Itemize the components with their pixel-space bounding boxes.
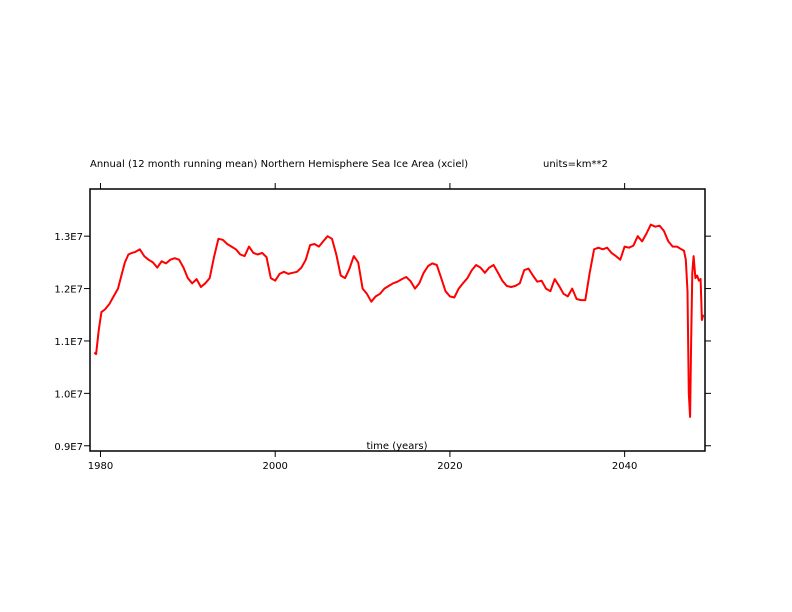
y-tick-label: 0.9E7	[54, 442, 83, 453]
x-tick-label: 2040	[612, 461, 637, 472]
chart-title: Annual (12 month running mean) Northern …	[90, 159, 468, 170]
y-tick-label: 1.3E7	[54, 232, 83, 243]
axes: 1980 2000 2020 2040 0.9E7 1.0E7 1.1E7 1.2E7 1.3E…	[54, 183, 711, 472]
series-line	[93, 223, 705, 418]
y-tick-label: 1.0E7	[54, 389, 83, 400]
x-tick-label: 1980	[88, 461, 113, 472]
x-tick-label: 2000	[262, 461, 287, 472]
x-tick-label: 2020	[437, 461, 462, 472]
y-tick-label: 1.2E7	[54, 285, 83, 296]
x-axis-label: time (years)	[366, 441, 427, 452]
plot-frame	[89, 188, 706, 452]
y-tick-label: 1.1E7	[54, 337, 83, 348]
units-label: units=km**2	[543, 159, 608, 170]
